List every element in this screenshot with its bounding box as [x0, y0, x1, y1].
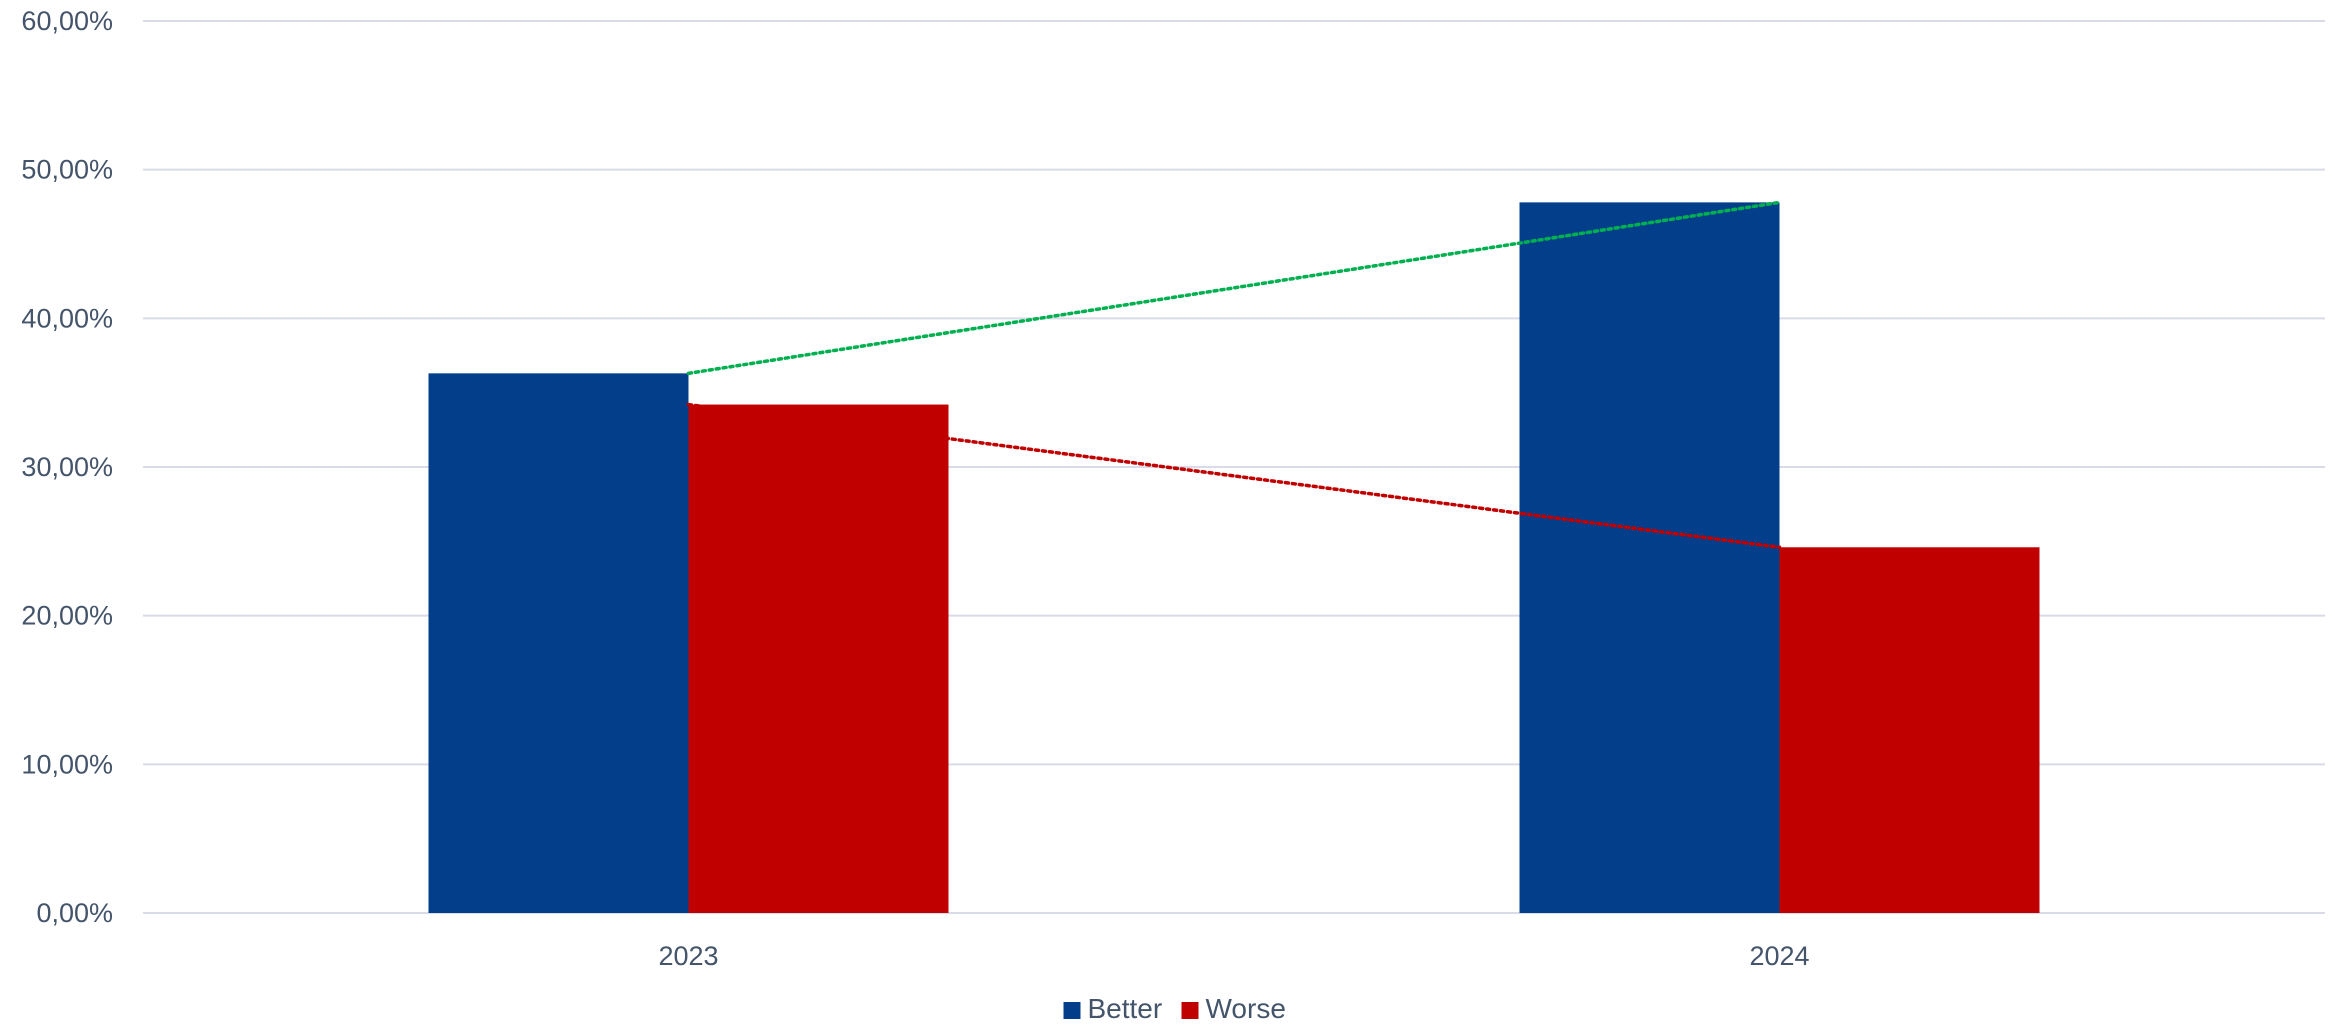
y-tick-label: 60,00% [21, 6, 113, 36]
y-tick-label: 40,00% [21, 303, 113, 333]
bar-worse-2023 [688, 404, 949, 913]
bar-better-2023 [428, 373, 689, 914]
trendline-worse [686, 402, 1782, 550]
y-tick-label: 0,00% [36, 898, 113, 928]
y-tick-label: 10,00% [21, 749, 113, 779]
legend-swatch-better [1063, 1002, 1081, 1019]
x-tick-label: 2024 [1749, 941, 1809, 971]
bar-better-2024 [1519, 202, 1780, 913]
y-axis-ticks: 0,00% 10,00% 20,00% 30,00% 40,00% 50,00% 60,00… [21, 6, 113, 928]
bar-worse-2024 [1779, 547, 2040, 913]
trendlines [686, 200, 1782, 550]
legend-label-worse[interactable]: Worse [1206, 993, 1286, 1024]
bars [428, 202, 2040, 914]
y-tick-label: 20,00% [21, 601, 113, 631]
legend-label-better[interactable]: Better [1088, 993, 1163, 1024]
legend-swatch-worse [1181, 1002, 1199, 1019]
legend[interactable]: Better Worse [1063, 993, 1286, 1024]
x-axis-ticks: 2023 2024 [658, 941, 1809, 971]
trendline-better [686, 200, 1782, 376]
y-tick-label: 30,00% [21, 452, 113, 482]
x-tick-label: 2023 [658, 941, 718, 971]
y-tick-label: 50,00% [21, 155, 113, 185]
